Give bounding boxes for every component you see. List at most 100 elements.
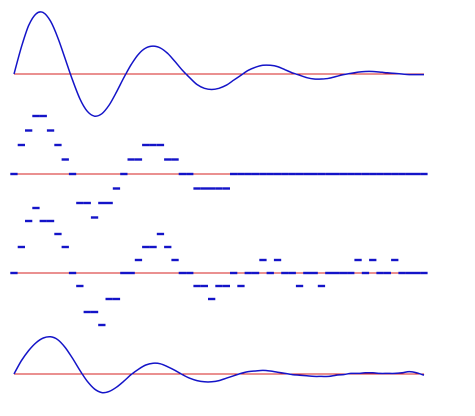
data-point	[413, 172, 421, 176]
data-point	[54, 232, 62, 236]
data-point	[259, 258, 267, 262]
data-point	[178, 271, 186, 275]
data-point	[230, 271, 238, 275]
data-point	[339, 271, 348, 275]
data-point	[251, 172, 260, 176]
data-point	[354, 172, 362, 176]
chart-panel-original-signal	[13, 11, 424, 118]
data-point	[215, 187, 223, 190]
data-point	[347, 172, 355, 176]
data-point	[164, 245, 172, 249]
data-point	[251, 271, 260, 275]
data-point	[354, 258, 362, 262]
data-point	[134, 158, 143, 161]
data-point	[54, 143, 62, 147]
data-point	[273, 258, 282, 262]
data-point	[361, 271, 370, 275]
data-point	[391, 172, 399, 176]
data-point	[376, 271, 384, 275]
data-point	[90, 310, 99, 314]
data-point	[32, 206, 40, 210]
data-point	[332, 271, 340, 275]
data-point	[237, 284, 245, 288]
data-point	[413, 271, 421, 275]
data-point	[105, 297, 113, 301]
data-point	[186, 271, 194, 275]
data-point	[61, 245, 69, 249]
data-point	[347, 271, 355, 275]
data-point	[237, 172, 245, 176]
data-point	[266, 172, 274, 176]
data-point	[222, 187, 230, 190]
data-point	[164, 158, 172, 161]
data-point	[112, 297, 121, 301]
data-point	[120, 172, 128, 176]
data-point	[193, 284, 201, 288]
data-point	[149, 245, 157, 249]
data-point	[244, 172, 252, 176]
data-point	[369, 172, 377, 176]
data-point	[208, 187, 216, 190]
data-point	[215, 284, 223, 288]
data-point	[310, 271, 318, 275]
data-point	[171, 158, 179, 161]
data-point	[98, 323, 106, 327]
data-point	[61, 158, 69, 161]
data-point	[112, 187, 121, 190]
data-point	[156, 232, 165, 236]
data-point	[391, 258, 399, 262]
data-point	[17, 143, 25, 147]
data-point	[295, 172, 304, 176]
data-point	[127, 158, 135, 161]
data-point	[281, 271, 289, 275]
data-point	[83, 310, 91, 314]
data-point	[369, 258, 377, 262]
data-point	[288, 271, 296, 275]
data-point	[222, 284, 230, 288]
data-point	[317, 284, 326, 288]
data-point	[178, 172, 186, 176]
data-point	[281, 172, 289, 176]
data-point	[134, 258, 143, 262]
data-point	[200, 284, 208, 288]
data-point	[295, 284, 304, 288]
data-point	[398, 271, 406, 275]
data-point	[405, 271, 413, 275]
data-point	[76, 284, 84, 288]
data-point	[288, 172, 296, 176]
data-point	[120, 271, 128, 275]
data-point	[32, 114, 40, 118]
data-point	[325, 271, 333, 275]
data-point	[171, 258, 179, 262]
series-line	[13, 335, 425, 394]
data-point	[398, 172, 406, 176]
data-point	[193, 187, 201, 190]
data-point	[186, 172, 194, 176]
data-point	[90, 216, 99, 219]
data-point	[208, 297, 216, 301]
data-point	[420, 172, 428, 176]
data-point	[46, 219, 55, 223]
data-point	[10, 271, 18, 275]
data-point	[83, 201, 91, 205]
data-point	[339, 172, 348, 176]
data-point	[273, 172, 282, 176]
data-point	[10, 172, 18, 176]
data-point	[68, 271, 77, 275]
chart-panel-reconstructed-signal	[13, 335, 425, 394]
data-point	[142, 143, 150, 147]
data-point	[317, 172, 326, 176]
data-point	[420, 271, 428, 275]
data-point	[266, 271, 274, 275]
data-point	[17, 245, 25, 249]
data-point	[25, 219, 33, 223]
data-point	[310, 172, 318, 176]
data-point	[39, 114, 47, 118]
data-point	[303, 172, 311, 176]
data-point	[127, 271, 135, 275]
data-point	[303, 271, 311, 275]
data-point	[76, 201, 84, 205]
data-point	[332, 172, 340, 176]
